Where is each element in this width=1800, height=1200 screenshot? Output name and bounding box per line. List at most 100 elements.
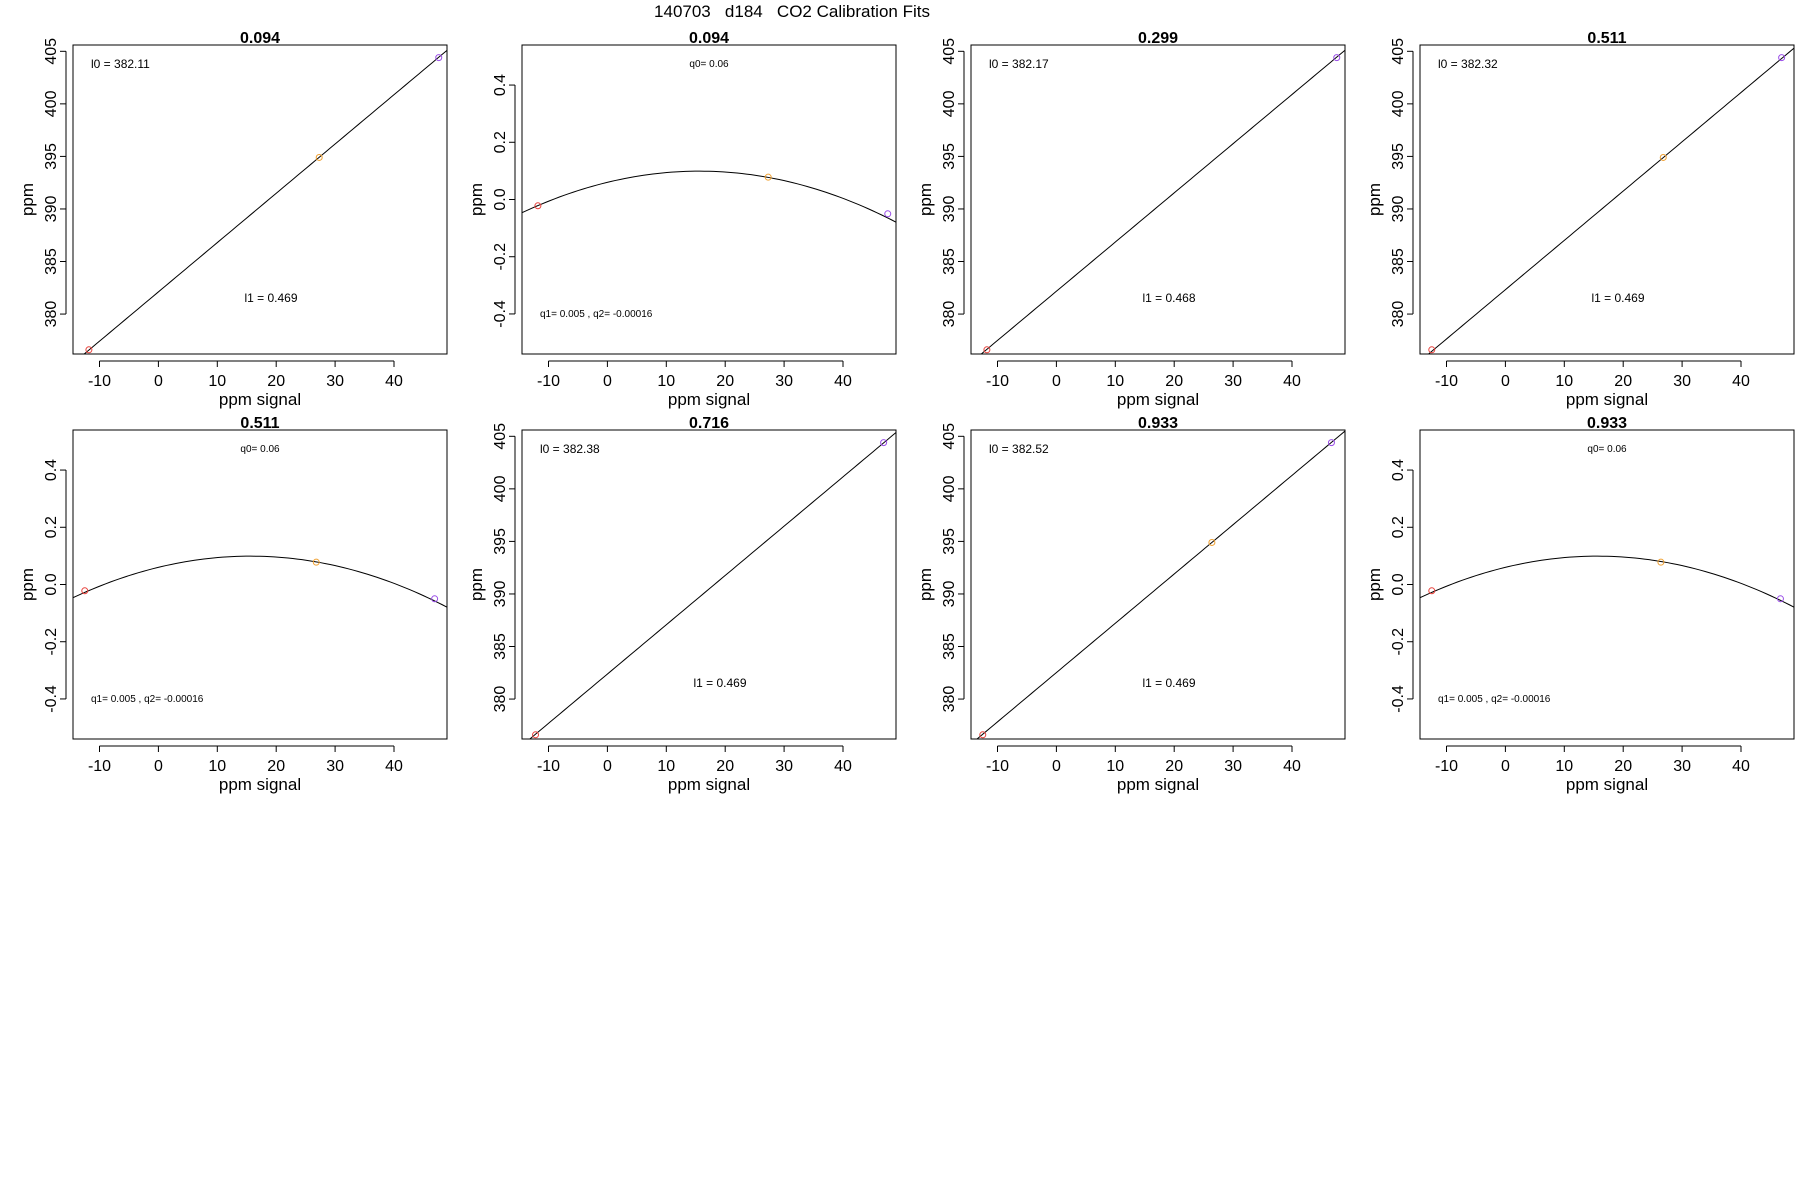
- fit-line: [1420, 555, 1794, 608]
- chart-title: 0.511: [240, 415, 279, 432]
- y-tick-label: 0.4: [492, 74, 509, 96]
- x-tick-label: 10: [1555, 373, 1573, 390]
- data-point: [884, 210, 892, 218]
- x-tick-label: 20: [1614, 758, 1632, 775]
- x-tick-label: 20: [267, 758, 285, 775]
- data-point: [81, 587, 89, 595]
- x-tick-label: 30: [326, 373, 344, 390]
- chart-title: 0.511: [1587, 30, 1626, 47]
- y-tick-label: 405: [492, 423, 509, 450]
- x-tick-label: 40: [834, 373, 852, 390]
- x-tick-label: 20: [1165, 758, 1183, 775]
- chart-title: 0.933: [1138, 415, 1178, 432]
- annotation-q0: q0= 0.06: [689, 59, 729, 70]
- x-tick-label: 40: [1283, 373, 1301, 390]
- x-tick-label: 40: [1283, 758, 1301, 775]
- x-axis-label: ppm signal: [1566, 390, 1648, 409]
- fit-line: [83, 49, 447, 354]
- x-tick-label: -10: [1435, 373, 1458, 390]
- x-tick-label: 10: [657, 373, 675, 390]
- plot-frame: [970, 44, 1346, 355]
- chart-title: 0.933: [1587, 415, 1627, 432]
- annotation-intercept: l0 = 382.38: [540, 442, 600, 456]
- x-axis-label: ppm signal: [1117, 390, 1199, 409]
- y-tick-label: 405: [941, 423, 958, 450]
- x-tick-label: 10: [1106, 373, 1124, 390]
- x-axis-label: ppm signal: [219, 775, 301, 794]
- data-point: [1659, 153, 1667, 161]
- x-tick-label: 0: [1052, 758, 1061, 775]
- fit-line: [529, 432, 896, 739]
- x-tick-label: 40: [1732, 758, 1750, 775]
- y-tick-label: -0.2: [1390, 628, 1407, 656]
- x-tick-label: 30: [1673, 373, 1691, 390]
- annotation-q1-q2: q1= 0.005 , q2= -0.00016: [540, 309, 653, 320]
- x-tick-label: 10: [1555, 758, 1573, 775]
- plot-frame: [1419, 44, 1795, 355]
- y-axis-label: ppm: [916, 183, 935, 216]
- x-axis-label: ppm signal: [1566, 775, 1648, 794]
- data-point: [1327, 439, 1335, 447]
- data-point: [1776, 595, 1784, 603]
- chart-panel-6: 0.716 -10 0 10 20 30 40 ppm signal 380 385 390 395 4…: [467, 415, 897, 794]
- x-tick-label: 0: [1052, 373, 1061, 390]
- data-point: [85, 346, 93, 354]
- y-tick-label: 395: [941, 143, 958, 170]
- data-point: [312, 558, 320, 566]
- y-tick-label: 405: [1390, 38, 1407, 65]
- annotation-slope: l1 = 0.469: [244, 291, 297, 305]
- y-tick-label: 0.0: [1390, 573, 1407, 595]
- x-tick-label: 0: [1501, 758, 1510, 775]
- y-tick-label: 0.2: [1390, 516, 1407, 538]
- y-tick-label: -0.4: [1390, 685, 1407, 713]
- annotation-q0: q0= 0.06: [240, 444, 280, 455]
- y-tick-label: -0.2: [43, 628, 60, 656]
- chart-panel-5: 0.511 -10 0 10 20 30 40 ppm signal -0.4 -0.2 0.0 0.…: [18, 415, 448, 794]
- chart-panel-8: 0.933 -10 0 10 20 30 40 ppm signal -0.4 -0.2 0.0 0.…: [1365, 415, 1795, 794]
- y-axis-label: ppm: [916, 568, 935, 601]
- y-tick-label: 0.2: [492, 131, 509, 153]
- annotation-q1-q2: q1= 0.005 , q2= -0.00016: [91, 694, 204, 705]
- chart-panel-3: 0.299 -10 0 10 20 30 40 ppm signal 380 385 390 395 4…: [916, 30, 1346, 409]
- plot-frame: [72, 44, 448, 355]
- chart-title: 0.299: [1138, 30, 1178, 47]
- y-tick-label: 385: [941, 633, 958, 660]
- y-tick-label: 0.0: [43, 573, 60, 595]
- x-tick-label: 40: [834, 758, 852, 775]
- x-tick-label: 30: [1673, 758, 1691, 775]
- x-tick-label: -10: [537, 758, 560, 775]
- fit-line: [73, 555, 447, 608]
- data-point: [1428, 346, 1436, 354]
- annotation-intercept: l0 = 382.52: [989, 442, 1049, 456]
- x-tick-label: 20: [1614, 373, 1632, 390]
- x-tick-label: 0: [603, 758, 612, 775]
- y-tick-label: 385: [492, 633, 509, 660]
- y-tick-label: 390: [941, 581, 958, 608]
- y-tick-label: 380: [941, 301, 958, 328]
- x-tick-label: 30: [1224, 373, 1242, 390]
- plot-frame: [521, 44, 897, 355]
- y-tick-label: 390: [1390, 196, 1407, 223]
- plot-frame: [1419, 429, 1795, 740]
- x-tick-label: -10: [88, 758, 111, 775]
- x-tick-label: 30: [1224, 758, 1242, 775]
- data-point: [764, 173, 772, 181]
- x-tick-label: 20: [716, 373, 734, 390]
- y-tick-label: 395: [43, 143, 60, 170]
- x-tick-label: 0: [154, 758, 163, 775]
- x-tick-label: 30: [775, 373, 793, 390]
- x-tick-label: 10: [657, 758, 675, 775]
- fit-line: [1427, 47, 1794, 354]
- y-tick-label: 390: [492, 581, 509, 608]
- y-tick-label: 395: [1390, 143, 1407, 170]
- annotation-intercept: l0 = 382.32: [1438, 57, 1498, 71]
- y-tick-label: 395: [941, 528, 958, 555]
- y-tick-label: 405: [43, 38, 60, 65]
- x-tick-label: 20: [1165, 373, 1183, 390]
- y-tick-label: 380: [1390, 301, 1407, 328]
- annotation-intercept: l0 = 382.17: [989, 57, 1049, 71]
- chart-panel-2: 0.094 -10 0 10 20 30 40 ppm signal -0.4 -0.2 0.0 0.…: [467, 30, 897, 409]
- x-tick-label: -10: [986, 758, 1009, 775]
- y-tick-label: 380: [941, 686, 958, 713]
- x-tick-label: 0: [1501, 373, 1510, 390]
